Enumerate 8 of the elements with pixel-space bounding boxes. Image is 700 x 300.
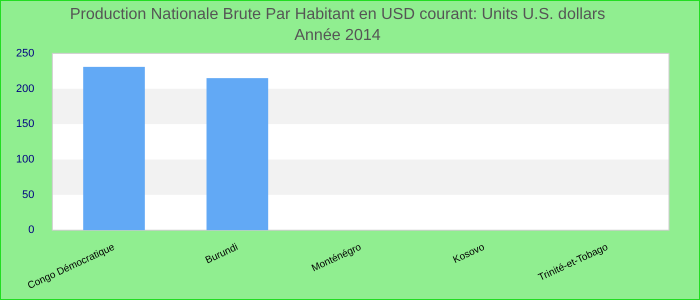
y-tick-label: 50	[22, 188, 34, 201]
chart-title: Production Nationale Brute Par Habitant en USD courant: Units U.S. dollars	[70, 6, 606, 24]
y-tick-label: 250	[16, 47, 34, 60]
chart-subtitle: Année 2014	[294, 27, 381, 44]
y-tick-label: 150	[16, 118, 34, 130]
y-tick-label: 0	[28, 224, 34, 236]
y-tick-label: 100	[16, 154, 34, 166]
y-tick-label: 200	[16, 82, 34, 95]
